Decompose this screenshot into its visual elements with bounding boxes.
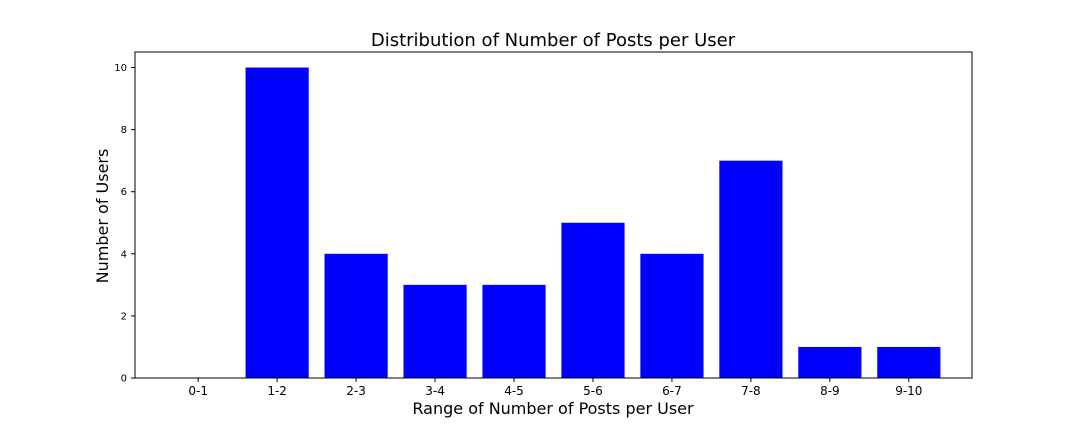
bar-1-2 xyxy=(245,67,309,379)
bar-6-7 xyxy=(640,253,704,378)
x-axis-label: Range of Number of Posts per User xyxy=(412,399,694,418)
x-tick-label: 6-7 xyxy=(662,384,682,398)
bar-8-9 xyxy=(798,346,862,378)
chart-title: Distribution of Number of Posts per User xyxy=(371,30,736,51)
bar-4-5 xyxy=(482,284,546,378)
y-tick-label: 4 xyxy=(121,249,127,260)
x-tick-label: 9-10 xyxy=(895,384,922,398)
y-axis: 0 2 4 6 8 10 xyxy=(114,63,135,385)
x-axis: 0-1 1-2 2-3 3-4 4-5 5-6 6-7 7-8 8-9 9-10 xyxy=(188,378,922,398)
x-tick-label: 7-8 xyxy=(741,384,761,398)
x-tick-label: 8-9 xyxy=(820,384,840,398)
x-tick-label: 4-5 xyxy=(504,384,524,398)
x-tick-label: 3-4 xyxy=(425,384,445,398)
bar-3-4 xyxy=(403,284,467,378)
plot-frame xyxy=(134,51,973,379)
bars-layer xyxy=(245,67,941,379)
x-tick-label: 5-6 xyxy=(583,384,603,398)
bar-9-10 xyxy=(877,346,941,378)
y-tick-label: 8 xyxy=(121,125,127,136)
x-tick-label: 0-1 xyxy=(188,384,208,398)
y-tick-label: 10 xyxy=(114,63,127,74)
y-tick-label: 2 xyxy=(121,311,127,322)
bar-7-8 xyxy=(719,160,783,378)
y-axis-label: Number of Users xyxy=(93,149,112,284)
x-tick-label: 1-2 xyxy=(267,384,287,398)
bar-5-6 xyxy=(561,222,625,378)
y-tick-label: 0 xyxy=(121,374,127,385)
x-tick-label: 2-3 xyxy=(346,384,366,398)
bar-2-3 xyxy=(324,253,388,378)
y-tick-label: 6 xyxy=(121,187,127,198)
